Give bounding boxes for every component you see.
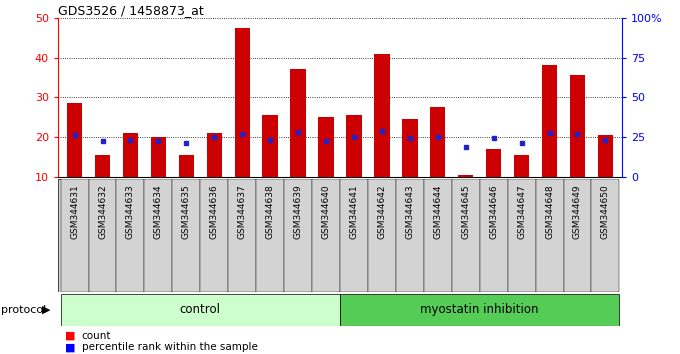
Bar: [340, 179, 368, 292]
Bar: [346, 115, 362, 177]
Text: GDS3526 / 1458873_at: GDS3526 / 1458873_at: [58, 4, 203, 17]
Text: GSM344642: GSM344642: [377, 184, 386, 239]
Text: ▶: ▶: [42, 305, 50, 315]
Bar: [262, 115, 278, 177]
Text: percentile rank within the sample: percentile rank within the sample: [82, 342, 258, 352]
Bar: [542, 65, 557, 177]
Text: GSM344640: GSM344640: [322, 184, 330, 239]
Bar: [312, 179, 340, 292]
Text: GSM344645: GSM344645: [461, 184, 471, 239]
Bar: [284, 179, 312, 292]
Bar: [598, 135, 613, 177]
Text: GSM344644: GSM344644: [433, 184, 442, 239]
Bar: [235, 28, 250, 177]
Bar: [368, 179, 396, 292]
Bar: [88, 179, 116, 292]
Bar: [207, 133, 222, 177]
Text: GSM344633: GSM344633: [126, 184, 135, 239]
Bar: [201, 179, 228, 292]
Text: ■: ■: [65, 342, 75, 352]
Text: GSM344647: GSM344647: [517, 184, 526, 239]
Text: GSM344639: GSM344639: [294, 184, 303, 239]
Bar: [452, 179, 479, 292]
Text: ■: ■: [65, 331, 75, 341]
Text: GSM344646: GSM344646: [489, 184, 498, 239]
Bar: [179, 155, 194, 177]
Bar: [486, 149, 501, 177]
Bar: [123, 133, 138, 177]
Bar: [570, 75, 585, 177]
Bar: [67, 103, 82, 177]
Bar: [430, 107, 445, 177]
Bar: [374, 53, 390, 177]
Bar: [116, 179, 144, 292]
Text: GSM344638: GSM344638: [266, 184, 275, 239]
Bar: [318, 117, 334, 177]
Bar: [256, 179, 284, 292]
Bar: [536, 179, 564, 292]
Bar: [228, 179, 256, 292]
Text: GSM344634: GSM344634: [154, 184, 163, 239]
Bar: [151, 137, 166, 177]
Text: GSM344632: GSM344632: [98, 184, 107, 239]
Bar: [458, 175, 473, 177]
Bar: [402, 119, 418, 177]
Text: GSM344635: GSM344635: [182, 184, 191, 239]
Bar: [514, 155, 529, 177]
Bar: [290, 69, 306, 177]
Bar: [508, 179, 536, 292]
Bar: [479, 179, 508, 292]
Bar: [592, 179, 619, 292]
Text: GSM344643: GSM344643: [405, 184, 414, 239]
Bar: [424, 179, 452, 292]
Bar: [172, 179, 201, 292]
Text: GSM344650: GSM344650: [601, 184, 610, 239]
Text: GSM344636: GSM344636: [209, 184, 219, 239]
Bar: [61, 179, 88, 292]
Text: control: control: [180, 303, 221, 316]
Text: GSM344649: GSM344649: [573, 184, 582, 239]
Bar: [144, 179, 172, 292]
Bar: [95, 155, 110, 177]
Text: GSM344648: GSM344648: [545, 184, 554, 239]
Bar: [396, 179, 424, 292]
Bar: [564, 179, 592, 292]
Text: GSM344637: GSM344637: [238, 184, 247, 239]
Text: count: count: [82, 331, 111, 341]
Text: GSM344631: GSM344631: [70, 184, 79, 239]
Text: GSM344641: GSM344641: [350, 184, 358, 239]
Text: protocol: protocol: [1, 305, 46, 315]
Bar: [340, 294, 619, 326]
Bar: [61, 294, 340, 326]
Text: myostatin inhibition: myostatin inhibition: [420, 303, 539, 316]
